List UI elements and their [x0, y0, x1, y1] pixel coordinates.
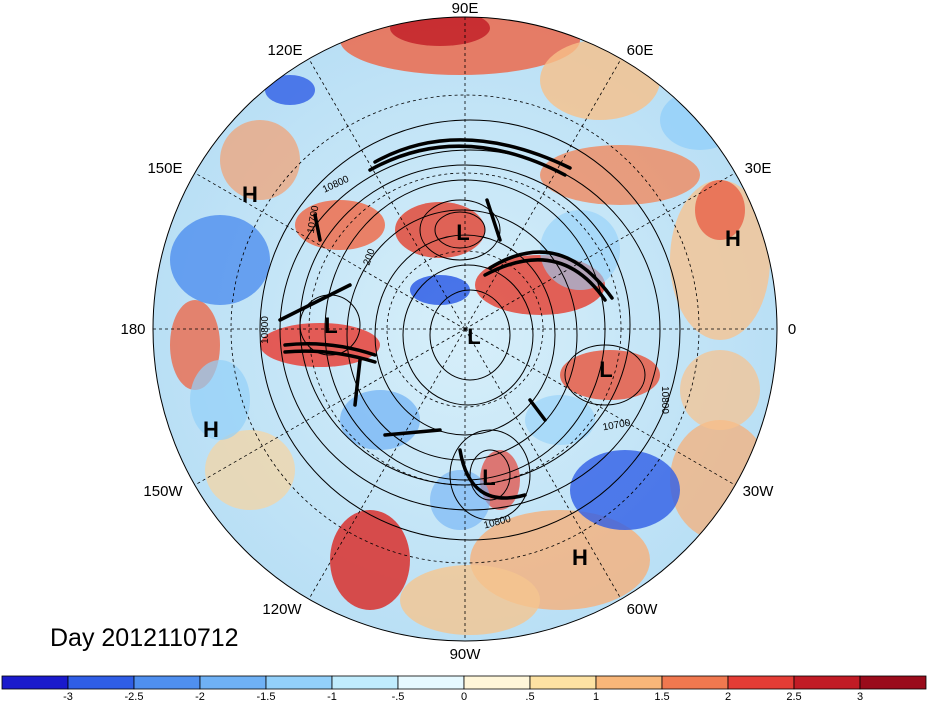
colorbar-swatch — [595, 675, 663, 690]
colorbar-tick-label: 3 — [857, 691, 863, 702]
lon-label-90e: 90E — [452, 0, 479, 17]
colorbar-swatch — [529, 675, 597, 690]
low-center: L — [324, 313, 337, 338]
colorbar-tick-label: -3 — [63, 691, 73, 702]
colorbar: -3 -2.5 -2 -1.5 -1 -.5 0 .5 1 1.5 2 2.5 3 — [1, 675, 927, 702]
low-center: L — [482, 465, 495, 490]
colorbar-swatch — [331, 675, 399, 690]
lon-label-0: 0 — [788, 321, 796, 338]
colorbar-swatch — [397, 675, 465, 690]
colorbar-swatch — [265, 675, 333, 690]
colorbar-tick-label: 1.5 — [654, 691, 669, 702]
jet-streaks — [278, 138, 614, 500]
colorbar-tick-label: -1.5 — [257, 691, 276, 702]
colorbar-swatch — [1, 675, 69, 690]
colorbar-swatch — [859, 675, 927, 690]
lon-label-150w: 150W — [143, 483, 183, 500]
colorbar-tick-label: 1 — [593, 691, 599, 702]
colorbar-tick-label: -2 — [195, 691, 205, 702]
colorbar-tick-label: 2.5 — [786, 691, 801, 702]
colorbar-swatch — [661, 675, 729, 690]
date-label: Day 2012110712 — [50, 624, 239, 652]
colorbar-swatch — [463, 675, 531, 690]
high-center: H — [203, 417, 219, 442]
contour-label: 10800 — [260, 316, 271, 344]
low-center: L — [456, 220, 469, 245]
colorbar-swatch — [727, 675, 795, 690]
low-center: L — [599, 357, 612, 382]
colorbar-tick-label: -.5 — [392, 691, 405, 702]
map-border — [152, 16, 778, 642]
lon-label-180: 180 — [120, 321, 145, 338]
contour-label: 10800 — [659, 386, 670, 414]
colorbar-swatch — [67, 675, 135, 690]
contour-label: 10700 — [306, 204, 322, 234]
high-center: H — [725, 226, 741, 251]
high-center: H — [572, 545, 588, 570]
colorbar-tick-label: 0 — [461, 691, 467, 702]
lon-label-60w: 60W — [627, 601, 659, 618]
colorbar-tick-label: 2 — [725, 691, 731, 702]
lon-label-90w: 90W — [450, 646, 482, 663]
low-center: L — [467, 324, 480, 349]
lon-label-150e: 150E — [147, 160, 182, 177]
colorbar-swatch — [199, 675, 267, 690]
colorbar-tick-label: .5 — [525, 691, 534, 702]
lon-label-120e: 120E — [267, 42, 302, 59]
colorbar-tick-label: -2.5 — [125, 691, 144, 702]
colorbar-swatch — [133, 675, 201, 690]
lon-label-30e: 30E — [745, 160, 772, 177]
lon-label-120w: 120W — [262, 601, 302, 618]
graticule — [153, 17, 777, 641]
colorbar-swatch — [793, 675, 861, 690]
anomaly-field — [153, 17, 777, 641]
colorbar-tick-label: -1 — [327, 691, 337, 702]
lon-label-60e: 60E — [627, 42, 654, 59]
high-center: H — [242, 182, 258, 207]
contour-label: 10700 — [602, 418, 632, 434]
lon-label-30w: 30W — [743, 483, 775, 500]
